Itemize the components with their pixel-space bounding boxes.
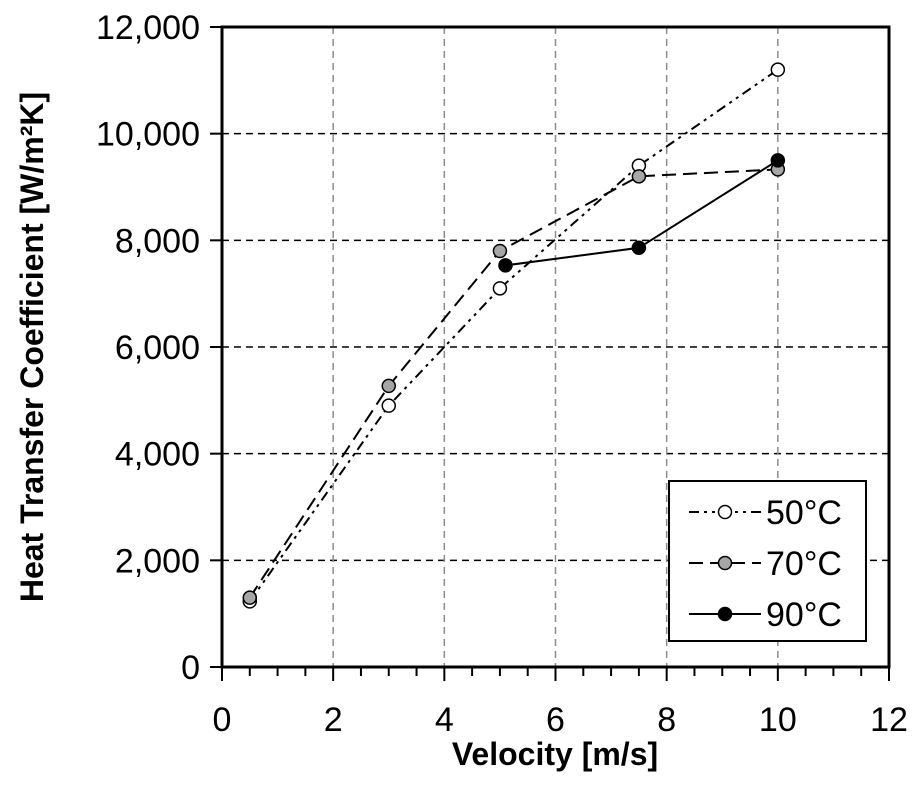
legend-entry: 90°C <box>689 596 842 634</box>
x-tick-label: 10 <box>759 701 797 739</box>
data-point <box>242 590 258 605</box>
data-point <box>381 378 396 394</box>
series-line <box>248 68 779 602</box>
x-tick-label: 12 <box>870 701 908 739</box>
y-tick-label: 2,000 <box>115 542 200 580</box>
y-axis-title: Heat Transfer Coefficient [W/m²K] <box>14 92 50 602</box>
x-tick-label: 2 <box>324 701 343 739</box>
legend-entry: 70°C <box>689 545 842 583</box>
axes: 0 2 4 6 8 10 12 0 2,000 4,000 6,000 8,000 10,000 12,0… <box>96 9 908 739</box>
legend-marker <box>717 606 733 622</box>
y-tick-label: 6,000 <box>115 329 200 367</box>
y-tick-label: 4,000 <box>115 436 200 474</box>
data-point <box>631 240 647 256</box>
x-tick-label: 8 <box>657 701 676 739</box>
data-point <box>631 169 647 184</box>
legend-label: 90°C <box>766 596 842 634</box>
x-tick-label: 6 <box>546 701 565 739</box>
legend-marker <box>717 504 733 520</box>
legend-entry: 50°C <box>689 494 842 532</box>
legend-label: 70°C <box>766 545 842 583</box>
data-point <box>770 153 786 168</box>
data-point <box>492 243 508 259</box>
legend-label: 50°C <box>766 494 842 532</box>
y-tick-label: 8,000 <box>115 222 200 260</box>
series-3 <box>498 153 786 273</box>
data-point <box>381 398 396 413</box>
x-tick-label: 4 <box>435 701 454 739</box>
data-point <box>492 281 508 296</box>
legend: 50°C 70°C 90°C <box>668 480 867 642</box>
series-2 <box>242 162 786 605</box>
data-point <box>770 62 786 77</box>
y-tick-label: 0 <box>181 649 200 687</box>
x-tick-label: 0 <box>213 701 232 739</box>
y-tick-label: 10,000 <box>96 116 200 154</box>
y-tick-label: 12,000 <box>96 9 200 47</box>
series-layer <box>242 62 786 609</box>
data-point <box>498 258 513 273</box>
legend-marker <box>717 555 733 571</box>
x-axis-title: Velocity [m/s] <box>452 736 658 772</box>
